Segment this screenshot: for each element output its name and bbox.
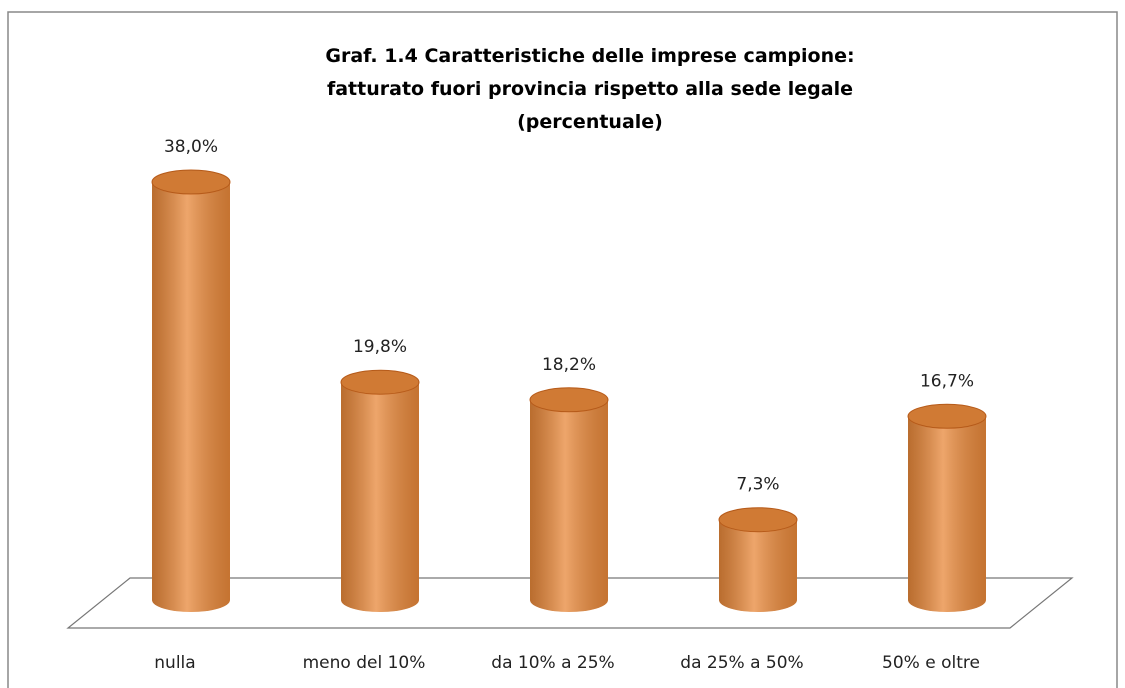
bar-shade	[908, 416, 986, 612]
bar-shade	[341, 382, 419, 612]
data-label: 38,0%	[164, 137, 218, 157]
x-tick-label: da 10% a 25%	[491, 653, 614, 673]
data-label: 16,7%	[920, 371, 974, 391]
bar-top-shade	[341, 370, 419, 395]
bar-top	[907, 403, 987, 429]
x-tick-label: 50% e oltre	[882, 653, 980, 673]
bar-top	[718, 507, 798, 533]
data-label: 18,2%	[542, 355, 596, 375]
x-tick-label: nulla	[154, 653, 195, 673]
bar-top	[151, 169, 231, 195]
x-tick-label: da 25% a 50%	[680, 653, 803, 673]
bar-top-shade	[719, 507, 797, 532]
bar-shade	[152, 182, 230, 612]
bar-top-shade	[908, 404, 986, 429]
x-tick-label: meno del 10%	[303, 653, 426, 673]
bar-top	[340, 369, 420, 395]
bar-top-shade	[530, 387, 608, 412]
bar-top	[529, 387, 609, 413]
chart-title: Graf. 1.4 Caratteristiche delle imprese …	[325, 45, 855, 133]
bar-shade	[719, 519, 797, 612]
frame	[7, 11, 1118, 688]
bar-top-shade	[152, 170, 230, 194]
data-label: 19,8%	[353, 337, 407, 357]
bar-shade	[530, 399, 608, 612]
data-label: 7,3%	[736, 475, 779, 495]
